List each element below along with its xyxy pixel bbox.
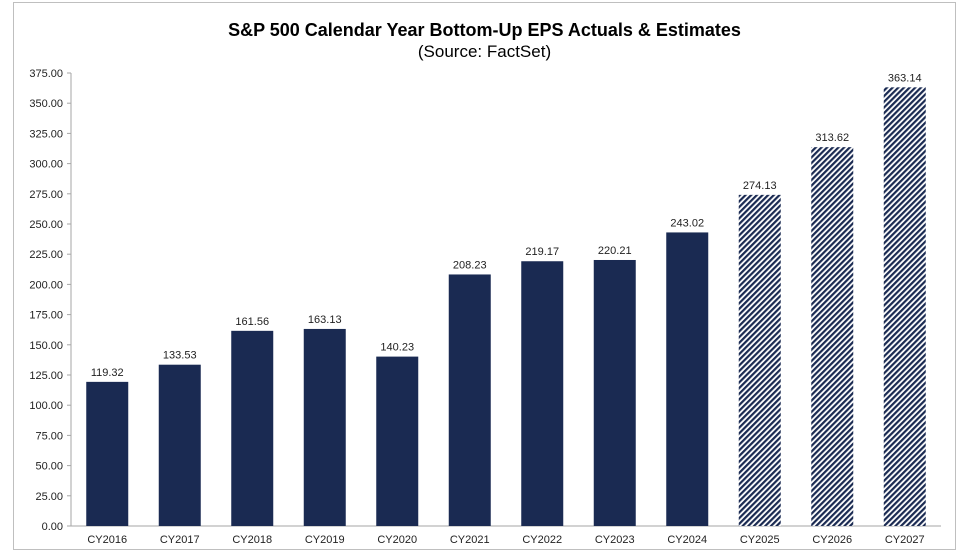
bar-cy2019 [303,328,346,526]
y-tick-label: 200.00 [29,279,63,291]
data-label: 140.23 [380,342,414,354]
chart-title: S&P 500 Calendar Year Bottom-Up EPS Actu… [228,20,741,40]
data-label: 363.14 [888,72,922,84]
y-tick-label: 125.00 [29,370,63,382]
data-label: 274.13 [743,180,777,192]
x-tick-label: CY2016 [87,534,127,546]
y-tick-label: 50.00 [35,461,63,473]
bar-cy2018 [231,330,274,526]
y-tick-label: 250.00 [29,219,63,231]
bar-cy2020 [376,356,419,526]
bar-cy2017 [158,364,201,526]
bar-cy2026 [811,147,854,526]
y-tick-label: 300.00 [29,159,63,171]
x-tick-label: CY2027 [885,534,925,546]
y-tick-label: 75.00 [35,430,63,442]
bar-cy2023 [593,259,636,526]
chart-frame [13,2,956,550]
x-tick-label: CY2020 [377,534,417,546]
bar-cy2021 [448,274,491,526]
data-label: 313.62 [815,132,849,144]
bar-cy2025 [738,194,781,527]
x-tick-label: CY2026 [812,534,852,546]
y-tick-label: 25.00 [35,491,63,503]
x-tick-label: CY2019 [305,534,345,546]
y-tick-label: 225.00 [29,249,63,261]
data-label: 133.53 [163,350,197,362]
x-tick-label: CY2021 [450,534,490,546]
x-tick-label: CY2017 [160,534,200,546]
bar-cy2016 [86,381,129,526]
x-tick-label: CY2018 [232,534,272,546]
bar-cy2022 [521,261,564,526]
y-tick-label: 275.00 [29,189,63,201]
bar-cy2024 [666,232,709,527]
x-tick-label: CY2024 [667,534,707,546]
y-tick-label: 100.00 [29,400,63,412]
x-tick-label: CY2022 [522,534,562,546]
chart-subtitle: (Source: FactSet) [417,42,552,61]
x-tick-label: CY2025 [740,534,780,546]
y-tick-label: 325.00 [29,128,63,140]
data-label: 163.13 [308,314,342,326]
y-tick-label: 0.00 [42,521,63,533]
data-label: 119.32 [91,367,124,379]
y-tick-label: 150.00 [29,340,63,352]
data-label: 219.17 [525,246,559,258]
y-tick-label: 350.00 [29,98,63,110]
x-tick-label: CY2023 [595,534,635,546]
bar-cy2027 [883,87,926,527]
y-tick-label: 375.00 [29,68,63,80]
data-label: 243.02 [670,217,704,229]
data-label: 161.56 [235,316,269,328]
y-tick-label: 175.00 [29,310,63,322]
data-label: 208.23 [453,259,487,271]
data-label: 220.21 [598,245,632,257]
